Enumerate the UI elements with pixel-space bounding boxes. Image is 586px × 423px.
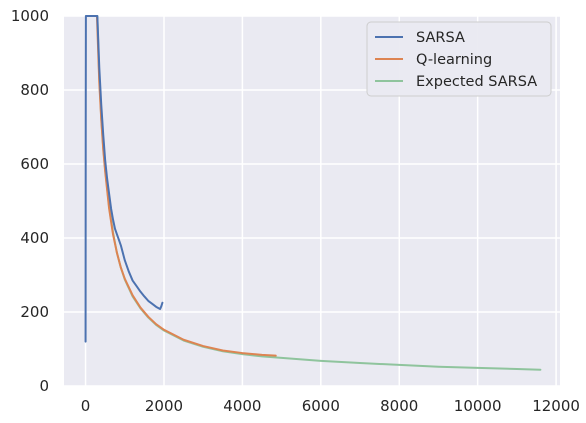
legend-label: SARSA bbox=[416, 30, 465, 46]
legend-label: Q-learning bbox=[416, 52, 492, 68]
x-tick-label: 12000 bbox=[532, 397, 580, 415]
y-tick-label: 600 bbox=[20, 155, 49, 173]
x-tick-label: 2000 bbox=[145, 397, 183, 415]
grid-lines bbox=[64, 15, 560, 387]
series-line-sarsa bbox=[84, 15, 164, 343]
y-tick-label: 400 bbox=[20, 229, 49, 247]
x-tick-label: 8000 bbox=[380, 397, 418, 415]
tick-labels: 0 2000 4000 6000 8000 10000 12000 0 200 400 600 800… bbox=[11, 7, 580, 415]
y-tick-label: 0 bbox=[39, 377, 49, 395]
y-tick-label: 1000 bbox=[11, 7, 49, 25]
y-tick-label: 200 bbox=[20, 303, 49, 321]
x-tick-label: 6000 bbox=[302, 397, 340, 415]
series-group bbox=[84, 15, 542, 371]
x-tick-label: 10000 bbox=[454, 397, 502, 415]
series-line-q-learning bbox=[95, 15, 277, 357]
legend-label: Expected SARSA bbox=[416, 74, 537, 90]
legend: SARSA Q-learning Expected SARSA bbox=[366, 21, 552, 97]
x-tick-label: 4000 bbox=[223, 397, 261, 415]
y-tick-label: 800 bbox=[20, 81, 49, 99]
legend-box bbox=[366, 21, 552, 97]
x-tick-label: 0 bbox=[81, 397, 91, 415]
